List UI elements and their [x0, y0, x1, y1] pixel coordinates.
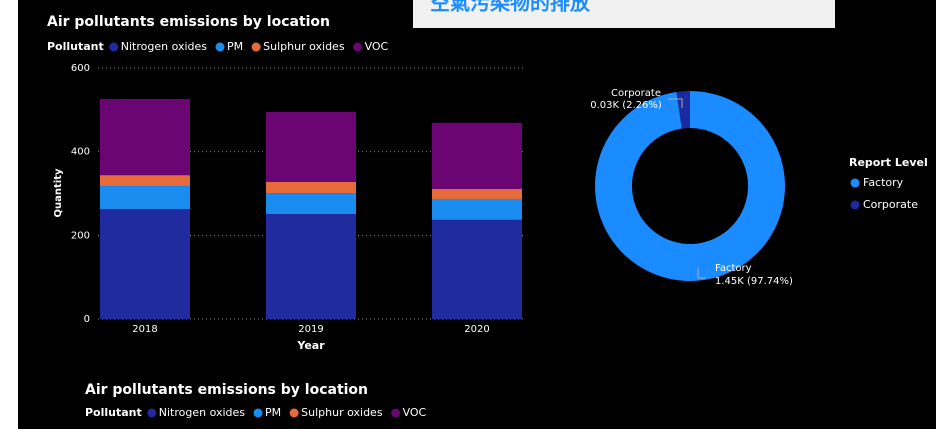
legend-label: Nitrogen oxides — [159, 406, 246, 419]
legend-dot — [289, 408, 299, 418]
slice-label: Factory — [715, 263, 752, 274]
legend-label: VOC — [365, 40, 389, 53]
legend-label: Sulphur oxides — [263, 40, 345, 53]
y-axis-label: Quantity — [53, 168, 64, 217]
bar-segment — [432, 219, 522, 319]
y-tick-label: 400 — [71, 147, 90, 158]
legend-label: Sulphur oxides — [301, 406, 383, 419]
slice-value: 0.03K (2.26%) — [590, 100, 662, 111]
leader-line — [668, 98, 683, 108]
footer-title: Air pollutants emissions by location — [85, 382, 368, 398]
x-tick-label: 2019 — [298, 324, 323, 335]
legend-label: Factory — [863, 176, 904, 189]
bar-segment — [100, 175, 190, 186]
donut-slice — [595, 91, 785, 282]
bar-segment — [266, 193, 356, 214]
legend-label: PM — [227, 40, 243, 53]
bar-segment — [266, 213, 356, 319]
legend-dot — [253, 408, 263, 418]
legend-label: VOC — [403, 406, 427, 419]
legend-dot — [353, 42, 363, 52]
chart-title: Air pollutants emissions by location — [47, 14, 330, 30]
bar-segment — [266, 181, 356, 194]
legend-dot — [391, 408, 401, 418]
leader-line — [697, 268, 706, 279]
legend-title: Report Level — [849, 156, 928, 169]
bar-segment — [432, 198, 522, 220]
slice-value: 1.45K (97.74%) — [715, 276, 793, 287]
overlay-title: 空氣污染物的排放 — [430, 0, 591, 15]
y-tick-label: 200 — [71, 230, 90, 241]
y-tick-label: 600 — [71, 63, 90, 74]
x-axis-label: Year — [296, 339, 325, 352]
bar-segment — [100, 185, 190, 209]
legend-dot — [251, 42, 261, 52]
legend-dot — [850, 178, 860, 188]
bar-segment — [432, 188, 522, 199]
legend-dot — [109, 42, 119, 52]
x-tick-label: 2018 — [132, 324, 157, 335]
legend-label: Corporate — [863, 198, 918, 211]
bar-segment — [432, 122, 522, 189]
bar-segment — [100, 98, 190, 176]
legend-title: Pollutant — [47, 40, 104, 53]
legend-dot — [147, 408, 157, 418]
legend-title: Pollutant — [85, 406, 142, 419]
legend-label: PM — [265, 406, 281, 419]
slice-label: Corporate — [611, 88, 661, 99]
legend-dot — [850, 200, 860, 210]
x-tick-label: 2020 — [464, 324, 489, 335]
bar-segment — [266, 111, 356, 182]
donut-slice — [676, 91, 690, 129]
legend-dot — [215, 42, 225, 52]
overlay-box — [413, 0, 835, 28]
bar-segment — [100, 208, 190, 319]
y-tick-label: 0 — [84, 314, 90, 325]
legend-label: Nitrogen oxides — [121, 40, 208, 53]
